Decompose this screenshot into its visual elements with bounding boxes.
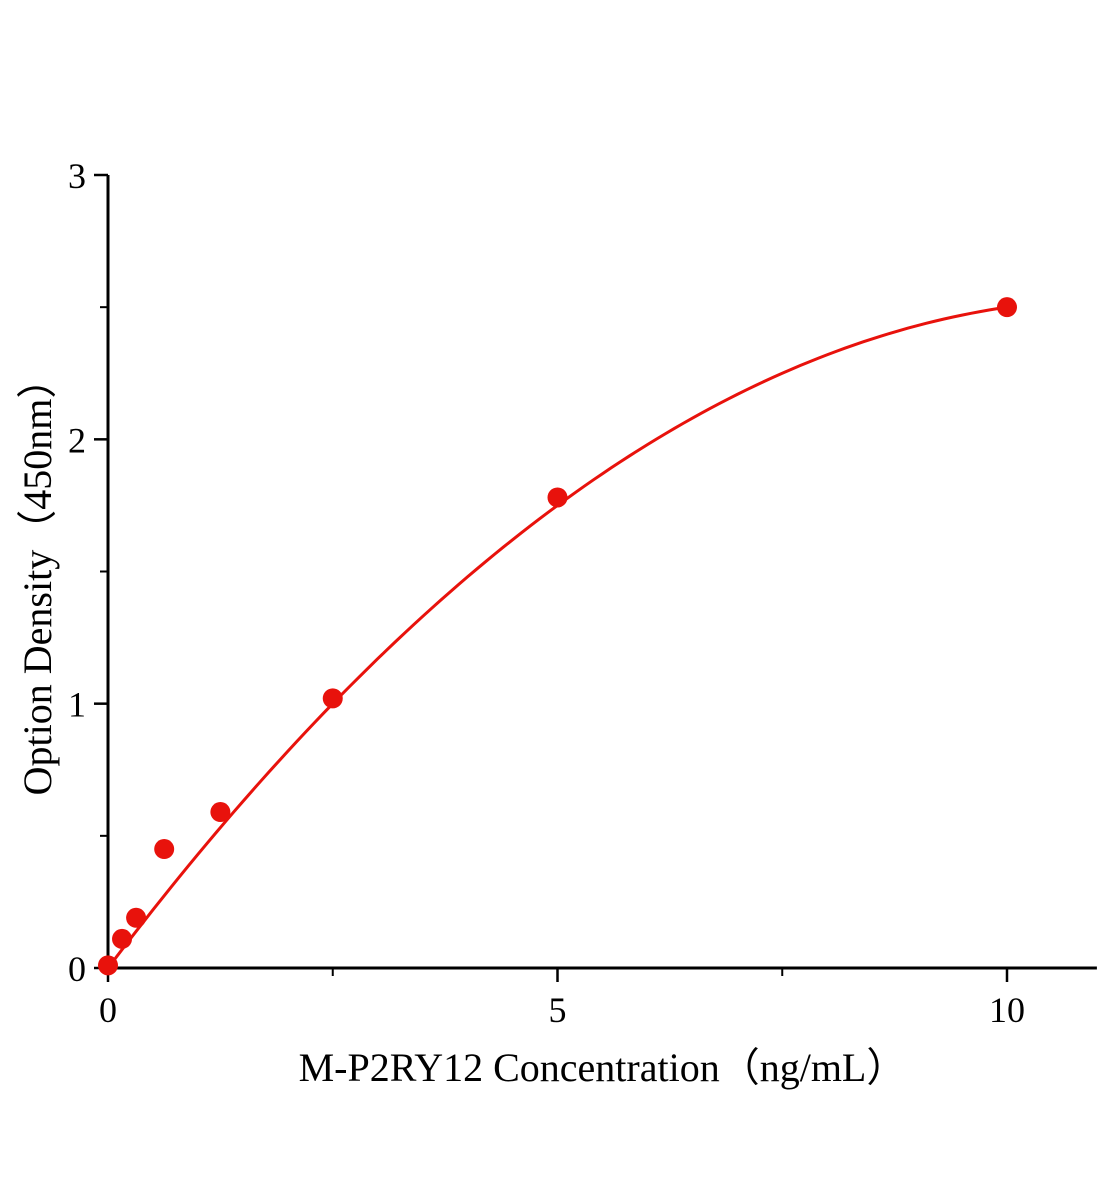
y-axis-title: Option Density（450nm） (15, 358, 60, 796)
x-axis-title: M-P2RY12 Concentration（ng/mL） (298, 1045, 907, 1090)
data-point (98, 955, 118, 976)
data-point (126, 907, 147, 928)
y-tick-label: 1 (68, 685, 86, 725)
x-tick-label: 10 (989, 990, 1025, 1030)
data-point (547, 487, 568, 508)
data-point (210, 802, 231, 823)
y-tick-label: 0 (68, 949, 86, 989)
data-point (112, 928, 133, 949)
y-tick-label: 3 (68, 156, 86, 196)
y-tick-label: 2 (68, 420, 86, 460)
fit-curve (106, 305, 1009, 970)
data-point (322, 688, 343, 709)
data-point (154, 839, 175, 860)
x-tick-label: 5 (549, 990, 567, 1030)
data-point (997, 297, 1017, 318)
x-tick-label: 0 (99, 990, 117, 1030)
